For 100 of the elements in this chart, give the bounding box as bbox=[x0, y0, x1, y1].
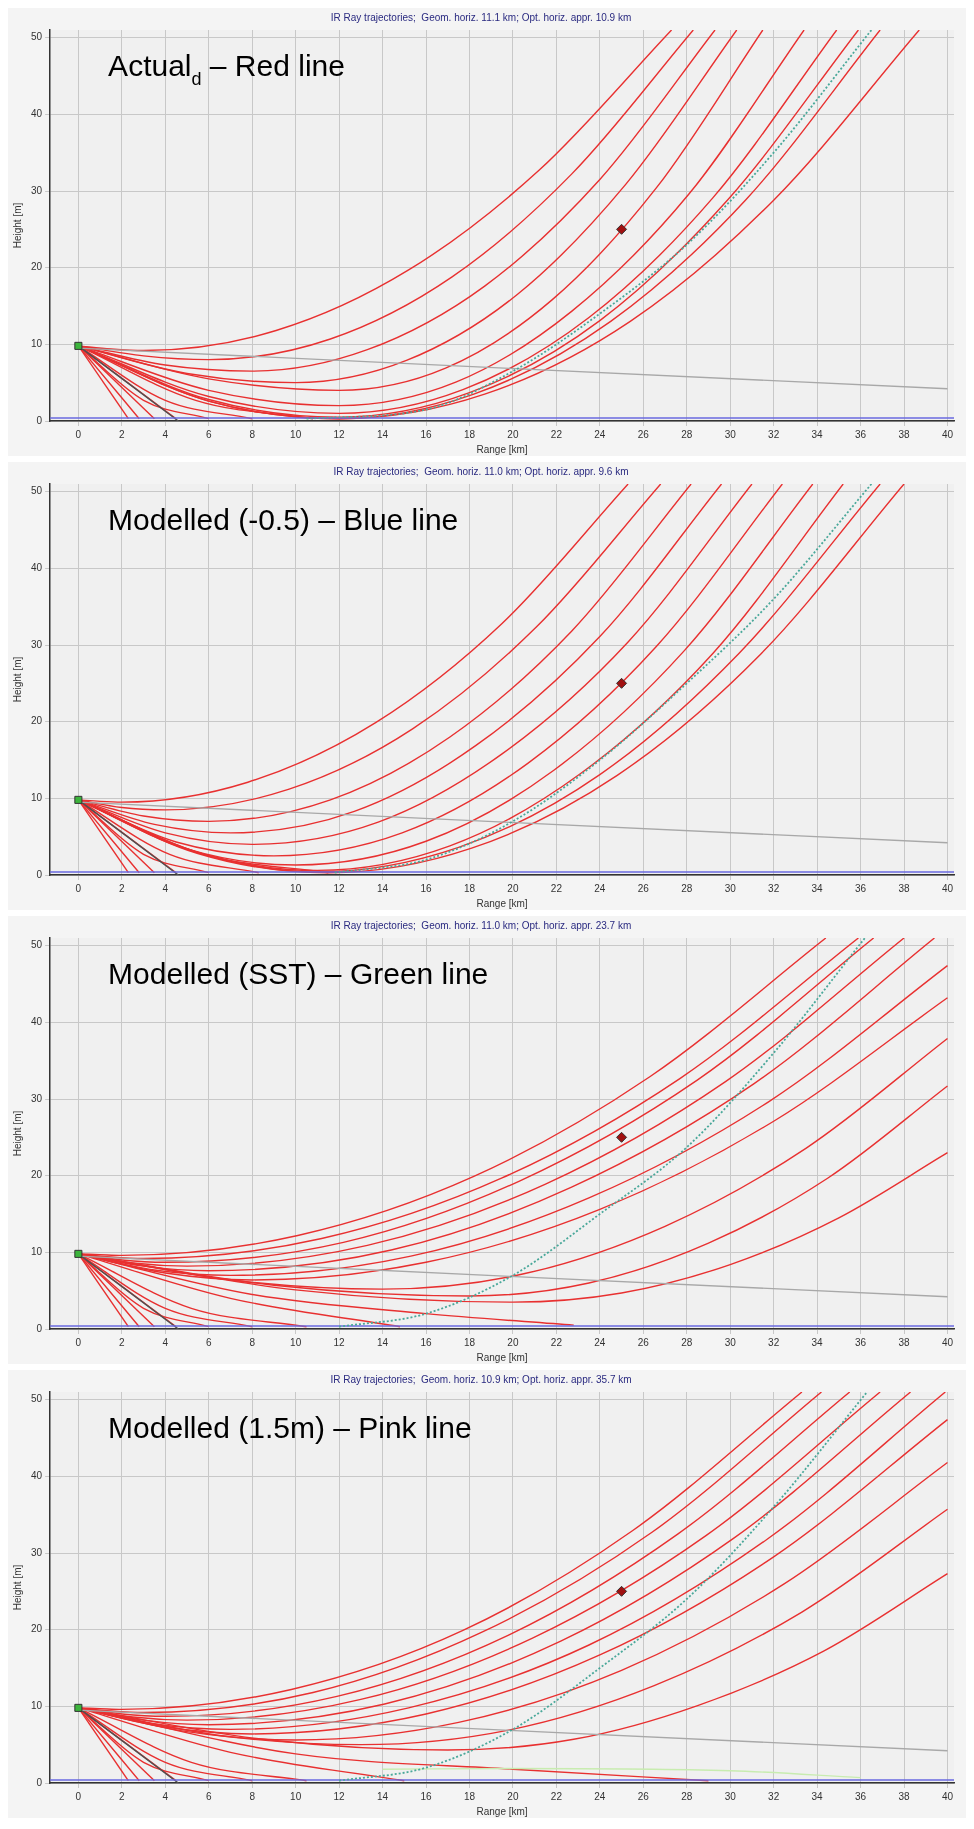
x-tick-label: 38 bbox=[898, 1790, 911, 1802]
x-axis-title: Range [km] bbox=[476, 1805, 528, 1817]
x-tick-label: 6 bbox=[205, 428, 212, 440]
x-tick-label: 36 bbox=[855, 882, 867, 894]
x-tick-label: 16 bbox=[420, 882, 433, 894]
x-axis-title: Range [km] bbox=[476, 1351, 528, 1363]
x-axis-title: Range [km] bbox=[476, 897, 528, 909]
y-tick-label: 50 bbox=[31, 485, 43, 497]
x-tick-label: 18 bbox=[463, 428, 476, 440]
x-tick-label: 0 bbox=[75, 882, 82, 894]
x-tick-label: 38 bbox=[898, 428, 911, 440]
y-tick-label: 0 bbox=[36, 868, 43, 880]
x-tick-label: 12 bbox=[333, 428, 346, 440]
x-tick-label: 10 bbox=[290, 882, 302, 894]
x-tick-label: 20 bbox=[507, 1336, 519, 1348]
x-tick-label: 18 bbox=[463, 1790, 476, 1802]
y-tick-label: 30 bbox=[31, 1092, 43, 1104]
x-tick-label: 32 bbox=[768, 428, 780, 440]
x-tick-label: 0 bbox=[75, 428, 82, 440]
x-tick-label: 24 bbox=[594, 882, 606, 894]
x-tick-label: 2 bbox=[119, 882, 126, 894]
chart-title: IR Ray trajectories; Geom. horiz. 11.1 km; Opt. horiz. appr. 10.9 km bbox=[330, 11, 632, 23]
x-tick-label: 40 bbox=[941, 428, 954, 440]
x-tick-label: 28 bbox=[681, 882, 693, 894]
x-tick-label: 8 bbox=[249, 882, 256, 894]
x-tick-label: 32 bbox=[768, 1336, 780, 1348]
x-axis-title: Range [km] bbox=[476, 443, 528, 455]
x-tick-label: 2 bbox=[119, 428, 126, 440]
annotation: Modelled (1.5m) – Pink line bbox=[108, 1411, 472, 1444]
x-tick-label: 36 bbox=[855, 1336, 867, 1348]
x-tick-label: 10 bbox=[290, 1790, 302, 1802]
chart-title: IR Ray trajectories; Geom. horiz. 11.0 km; Opt. horiz. appr. 9.6 km bbox=[333, 465, 629, 477]
x-tick-label: 22 bbox=[550, 882, 563, 894]
x-tick-label: 18 bbox=[463, 882, 476, 894]
x-tick-label: 20 bbox=[507, 428, 519, 440]
x-tick-label: 34 bbox=[811, 882, 824, 894]
y-tick-label: 10 bbox=[31, 338, 43, 350]
x-tick-label: 8 bbox=[249, 1790, 256, 1802]
x-tick-label: 16 bbox=[420, 1790, 433, 1802]
y-tick-label: 50 bbox=[31, 939, 43, 951]
y-tick-label: 20 bbox=[31, 261, 43, 273]
y-tick-label: 30 bbox=[31, 1546, 43, 1558]
y-tick-label: 30 bbox=[31, 184, 43, 196]
y-tick-label: 40 bbox=[31, 1470, 43, 1482]
x-tick-label: 24 bbox=[594, 1790, 606, 1802]
x-tick-label: 2 bbox=[119, 1790, 126, 1802]
y-axis-title: Height [m] bbox=[11, 1564, 23, 1611]
x-tick-label: 4 bbox=[162, 428, 169, 440]
x-tick-label: 36 bbox=[855, 1790, 867, 1802]
x-tick-label: 6 bbox=[205, 1790, 212, 1802]
x-tick-label: 28 bbox=[681, 1790, 693, 1802]
x-tick-label: 12 bbox=[333, 882, 346, 894]
x-tick-label: 28 bbox=[681, 1336, 693, 1348]
x-tick-label: 26 bbox=[637, 882, 650, 894]
y-tick-label: 10 bbox=[31, 1700, 43, 1712]
x-tick-label: 4 bbox=[162, 1790, 169, 1802]
x-tick-label: 2 bbox=[119, 1336, 126, 1348]
x-tick-label: 10 bbox=[290, 1336, 302, 1348]
x-tick-label: 18 bbox=[463, 1336, 476, 1348]
chart-title: IR Ray trajectories; Geom. horiz. 11.0 km; Opt. horiz. appr. 23.7 km bbox=[330, 919, 632, 931]
x-tick-label: 22 bbox=[550, 428, 563, 440]
x-tick-label: 6 bbox=[205, 1336, 212, 1348]
x-tick-label: 30 bbox=[724, 428, 737, 440]
x-tick-label: 20 bbox=[507, 1790, 519, 1802]
x-tick-label: 30 bbox=[724, 1790, 737, 1802]
x-tick-label: 16 bbox=[420, 1336, 433, 1348]
x-tick-label: 14 bbox=[377, 428, 389, 440]
x-tick-label: 20 bbox=[507, 882, 519, 894]
x-tick-label: 24 bbox=[594, 1336, 606, 1348]
annotation: Modelled (-0.5) – Blue line bbox=[108, 503, 459, 536]
y-tick-label: 30 bbox=[31, 638, 43, 650]
x-tick-label: 14 bbox=[377, 882, 389, 894]
y-axis-title: Height [m] bbox=[11, 656, 23, 703]
x-tick-label: 16 bbox=[420, 428, 433, 440]
x-tick-label: 40 bbox=[941, 1790, 954, 1802]
x-tick-label: 34 bbox=[811, 1790, 824, 1802]
x-tick-label: 40 bbox=[941, 882, 954, 894]
x-tick-label: 26 bbox=[637, 428, 650, 440]
y-tick-label: 20 bbox=[31, 715, 43, 727]
y-tick-label: 10 bbox=[31, 792, 43, 804]
x-tick-label: 38 bbox=[898, 882, 911, 894]
chart-title: IR Ray trajectories; Geom. horiz. 10.9 km; Opt. horiz. appr. 35.7 km bbox=[330, 1373, 632, 1385]
x-tick-label: 10 bbox=[290, 428, 302, 440]
y-axis-title: Height [m] bbox=[11, 202, 23, 249]
x-tick-label: 34 bbox=[811, 1336, 824, 1348]
y-tick-label: 20 bbox=[31, 1169, 43, 1181]
x-tick-label: 0 bbox=[75, 1336, 82, 1348]
x-tick-label: 30 bbox=[724, 882, 737, 894]
x-tick-label: 40 bbox=[941, 1336, 954, 1348]
x-tick-label: 30 bbox=[724, 1336, 737, 1348]
x-tick-label: 34 bbox=[811, 428, 824, 440]
x-tick-label: 14 bbox=[377, 1336, 389, 1348]
y-tick-label: 40 bbox=[31, 108, 43, 120]
x-tick-label: 32 bbox=[768, 882, 780, 894]
y-tick-label: 50 bbox=[31, 31, 43, 43]
x-tick-label: 26 bbox=[637, 1336, 650, 1348]
x-tick-label: 14 bbox=[377, 1790, 389, 1802]
y-tick-label: 10 bbox=[31, 1246, 43, 1258]
x-tick-label: 24 bbox=[594, 428, 606, 440]
x-tick-label: 22 bbox=[550, 1336, 563, 1348]
